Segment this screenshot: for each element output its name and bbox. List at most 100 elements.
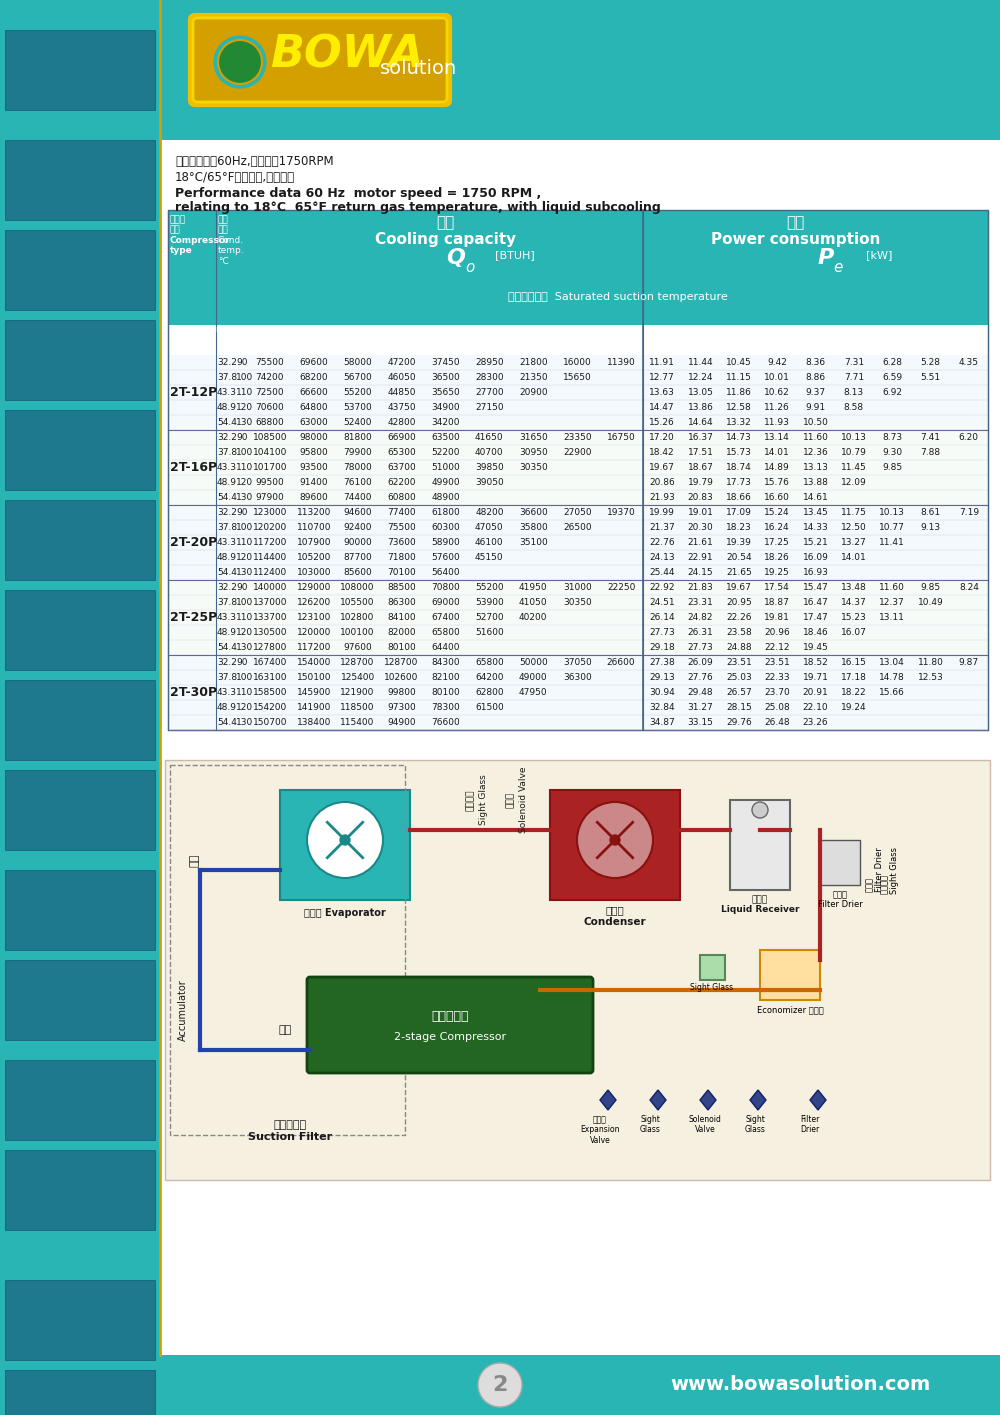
Text: 102600: 102600: [384, 674, 419, 682]
Text: 103000: 103000: [296, 567, 331, 577]
Text: -70: -70: [526, 337, 541, 347]
Text: 11390: 11390: [607, 358, 635, 366]
Text: 16.60: 16.60: [764, 492, 790, 502]
Text: 69000: 69000: [431, 599, 460, 607]
Text: 32.2: 32.2: [217, 583, 237, 591]
Text: 17.09: 17.09: [726, 508, 752, 516]
Text: 51000: 51000: [431, 463, 460, 473]
Text: 12.09: 12.09: [841, 478, 867, 487]
Text: 47950: 47950: [519, 688, 548, 698]
Circle shape: [478, 1363, 522, 1407]
Bar: [168, 290, 988, 325]
Text: 64400: 64400: [431, 642, 460, 652]
Text: 17.47: 17.47: [803, 613, 828, 623]
Text: 78300: 78300: [431, 703, 460, 712]
Text: 133700: 133700: [253, 613, 287, 623]
FancyBboxPatch shape: [307, 976, 593, 1073]
Text: -56.7: -56.7: [880, 325, 904, 334]
Text: 12.58: 12.58: [726, 403, 752, 412]
Text: 13.88: 13.88: [803, 478, 828, 487]
Text: 22.92: 22.92: [649, 583, 675, 591]
Text: 48.9: 48.9: [217, 703, 237, 712]
Text: 97300: 97300: [387, 703, 416, 712]
Circle shape: [610, 835, 620, 845]
Text: 11.86: 11.86: [726, 388, 752, 398]
Text: 35800: 35800: [519, 524, 548, 532]
Bar: [5, 1060, 155, 1140]
Text: 14.33: 14.33: [803, 524, 828, 532]
Text: 12.37: 12.37: [879, 599, 905, 607]
Text: 23.70: 23.70: [764, 688, 790, 698]
Text: [kW]: [kW]: [866, 250, 892, 260]
Text: 104100: 104100: [253, 449, 287, 457]
Text: 16000: 16000: [563, 358, 592, 366]
Text: 16.24: 16.24: [764, 524, 790, 532]
Bar: [5, 770, 155, 850]
Text: 42800: 42800: [387, 417, 416, 427]
Text: 冷凝器
Condenser: 冷凝器 Condenser: [584, 906, 646, 927]
Text: 163100: 163100: [253, 674, 287, 682]
Text: 气分: 气分: [190, 853, 200, 866]
Text: 9.37: 9.37: [805, 388, 826, 398]
Text: 130: 130: [236, 642, 253, 652]
Text: 20900: 20900: [519, 388, 548, 398]
Text: 120200: 120200: [253, 524, 287, 532]
Text: 117200: 117200: [253, 538, 287, 548]
Text: 36300: 36300: [563, 674, 592, 682]
Bar: [700, 955, 725, 981]
Text: 90: 90: [236, 433, 247, 441]
Text: 7.71: 7.71: [844, 374, 864, 382]
Text: 110: 110: [236, 688, 253, 698]
Text: 120: 120: [236, 703, 253, 712]
Text: 126200: 126200: [297, 599, 331, 607]
Text: 32.2: 32.2: [217, 658, 237, 666]
Text: 18.26: 18.26: [764, 553, 790, 562]
Text: 128700: 128700: [340, 658, 375, 666]
Text: 120000: 120000: [297, 628, 331, 637]
Text: 37.8: 37.8: [217, 524, 237, 532]
Text: Accumulator: Accumulator: [178, 979, 188, 1041]
Text: -80: -80: [570, 337, 585, 347]
Text: 115400: 115400: [340, 717, 375, 727]
Text: 30950: 30950: [519, 449, 548, 457]
Text: 80100: 80100: [387, 642, 416, 652]
Text: e: e: [833, 260, 842, 275]
Text: 118500: 118500: [340, 703, 375, 712]
Text: 145900: 145900: [297, 688, 331, 698]
Text: 120: 120: [236, 553, 253, 562]
Text: 11.44: 11.44: [688, 358, 713, 366]
Text: 13.13: 13.13: [803, 463, 828, 473]
Text: 18.66: 18.66: [726, 492, 752, 502]
Text: 8.73: 8.73: [882, 433, 902, 441]
Text: 56400: 56400: [431, 567, 460, 577]
Text: 13.05: 13.05: [688, 388, 713, 398]
Text: -30: -30: [350, 337, 365, 347]
Circle shape: [340, 835, 350, 845]
Text: 69600: 69600: [299, 358, 328, 366]
Text: 75500: 75500: [255, 358, 284, 366]
Text: 110: 110: [236, 538, 253, 548]
Text: 31000: 31000: [563, 583, 592, 591]
Text: 71800: 71800: [387, 553, 416, 562]
Text: 19.45: 19.45: [803, 642, 828, 652]
Text: 23.31: 23.31: [688, 599, 713, 607]
Text: -40.0: -40.0: [766, 325, 789, 334]
Text: °C: °C: [218, 325, 229, 335]
Text: 100: 100: [236, 449, 253, 457]
Text: 74400: 74400: [343, 492, 372, 502]
Text: 油分: 油分: [278, 1024, 292, 1034]
Text: 冷量
Cooling capacity: 冷量 Cooling capacity: [375, 215, 516, 248]
Text: 94600: 94600: [343, 508, 372, 516]
Text: 13.32: 13.32: [726, 417, 752, 427]
Text: 2-stage  Compressor  •: 2-stage Compressor •: [657, 78, 983, 102]
Text: 2-stage Compressor: 2-stage Compressor: [394, 1032, 506, 1041]
Text: 14.61: 14.61: [803, 492, 828, 502]
Text: 130500: 130500: [253, 628, 287, 637]
Text: 14.89: 14.89: [764, 463, 790, 473]
Text: 5.51: 5.51: [920, 374, 941, 382]
Text: 43.3: 43.3: [217, 463, 237, 473]
Text: 48.9: 48.9: [217, 628, 237, 637]
Text: 35650: 35650: [431, 388, 460, 398]
Text: -51.1: -51.1: [478, 325, 501, 334]
Text: 57600: 57600: [431, 553, 460, 562]
